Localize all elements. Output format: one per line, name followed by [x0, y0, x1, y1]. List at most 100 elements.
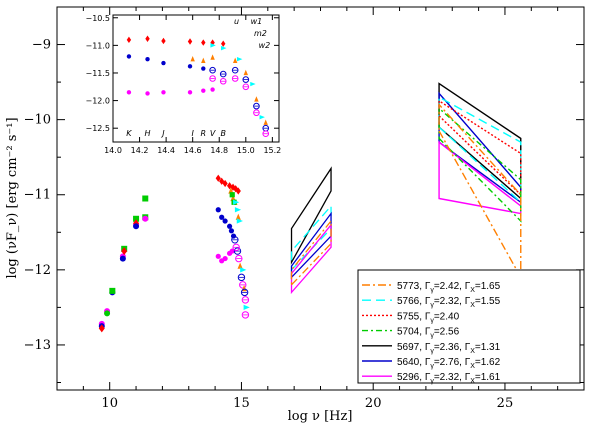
optical-point	[241, 311, 250, 319]
x-axis-title-main: log ν [Hz]	[288, 409, 353, 424]
inset-x-tick-label: 15.2	[263, 146, 281, 155]
legend-gamma-sub: γ	[430, 333, 434, 340]
legend-gamma-sub: γ	[430, 348, 434, 355]
optical-point	[240, 267, 247, 273]
inset-point	[145, 91, 150, 96]
radio-point	[142, 195, 149, 202]
legend-label: 5296, Γγ=2.32, ΓX=1.61	[397, 372, 501, 385]
open-circle	[235, 254, 243, 263]
inset-point	[209, 75, 216, 82]
xray-bowtie	[290, 211, 332, 279]
inset-band-label: H	[145, 129, 151, 138]
inset-plot-area	[126, 35, 270, 138]
open-circle	[209, 75, 216, 82]
gamma-bowtie	[438, 91, 522, 204]
gamma-bowtie	[438, 102, 522, 281]
legend-xray-value: =1.61	[475, 372, 501, 383]
optical-point	[228, 187, 234, 194]
optical-point	[222, 179, 228, 188]
legend-gamma-value: =2.32,	[434, 372, 465, 383]
legend-label: 5640, Γγ=2.76, ΓX=1.62	[397, 357, 501, 370]
open-circle	[219, 77, 227, 85]
x-tick-label: 15	[233, 396, 250, 411]
inset-point	[187, 90, 193, 95]
legend-xray-sub: X	[470, 363, 475, 370]
inset-band-label-top: w2	[259, 41, 271, 50]
open-circle	[231, 66, 239, 74]
open-circle	[231, 236, 239, 244]
optical-point	[240, 288, 249, 297]
radio-point	[133, 223, 140, 230]
inset-point	[221, 45, 227, 51]
inset-point	[242, 83, 250, 91]
radio-point	[133, 215, 140, 222]
inset-point	[126, 36, 132, 44]
inset-x-tick-label: 14.2	[131, 146, 149, 155]
inset-point	[190, 55, 195, 62]
y-axis-title: log (νF_ν) [erg cm⁻² s⁻¹]	[5, 117, 20, 278]
inset-point	[232, 57, 238, 64]
inset-point	[250, 81, 256, 87]
inset-x-tick-label: 14.4	[157, 146, 175, 155]
open-circle	[209, 66, 216, 74]
optical-point	[222, 218, 228, 224]
legend-gamma: Γ	[425, 311, 431, 322]
inset-point	[253, 102, 260, 110]
inset-point	[253, 109, 260, 117]
inset-band-label-top: u	[234, 17, 239, 26]
open-circle	[241, 296, 250, 304]
optical-point	[230, 194, 236, 202]
inset-x-tick-label: 14.8	[210, 146, 228, 155]
y-tick-label: −13	[24, 338, 51, 353]
inset-point	[210, 43, 216, 48]
legend-label: 5766, Γγ=2.32, ΓX=1.55	[397, 296, 501, 309]
inset-y-tick-label: −12.0	[85, 97, 110, 106]
main-axis-ticks: 10 15 20 25 −13 −12 −11 −10 −9	[24, 7, 584, 411]
inset-band-label: I	[192, 129, 195, 138]
open-circle	[241, 311, 250, 319]
optical-point	[243, 304, 250, 310]
x-axis-title: log ν [Hz]	[288, 409, 353, 424]
legend-gamma: Γ	[425, 342, 431, 353]
legend-xray: Γ	[465, 296, 471, 307]
legend-epoch: 5704,	[397, 327, 425, 338]
legend-xray: Γ	[465, 357, 471, 368]
inset-point	[161, 60, 166, 66]
inset-x-tick-label: 15.0	[237, 146, 255, 155]
open-circle	[240, 288, 249, 297]
inset-band-label-top: w1	[251, 17, 263, 26]
legend-xray: Γ	[465, 342, 471, 353]
inset-frame	[112, 14, 280, 143]
legend-xray-sub: X	[470, 348, 475, 355]
legend-gamma: Γ	[425, 281, 431, 292]
legend-label: 5704, Γγ=2.56	[397, 327, 460, 340]
legend-label: 5697, Γγ=2.36, ΓX=1.31	[397, 342, 501, 355]
inset-point	[187, 64, 193, 69]
optical-point	[233, 199, 240, 205]
legend-xray: Γ	[465, 281, 471, 292]
inset-point	[201, 57, 206, 64]
inset-point	[161, 37, 166, 45]
legend-gamma: Γ	[425, 327, 431, 338]
y-tick-label: −9	[32, 38, 51, 53]
optical-point	[222, 255, 228, 262]
legend-gamma-value: =2.56	[434, 327, 460, 338]
y-tick-label: −12	[24, 263, 51, 278]
open-circle	[233, 247, 242, 255]
open-circle	[232, 243, 240, 252]
inset-point	[242, 76, 250, 83]
legend-epoch: 5766,	[397, 296, 425, 307]
legend-gamma: Γ	[425, 372, 431, 383]
inset-point	[210, 54, 215, 60]
open-circle	[242, 83, 250, 91]
inset-axis-ticks: 14.0 14.2 14.4 14.6 14.8 15.0 15.2 −10.5 −11.0 −1…	[85, 14, 281, 155]
inset-y-tick-label: −11.5	[85, 69, 110, 78]
legend-label: 5773, Γγ=2.42, ΓX=1.65	[397, 281, 501, 294]
xray-bowtie	[290, 204, 332, 272]
legend-gamma-sub: γ	[430, 302, 434, 309]
inset-point	[262, 130, 270, 138]
radio-point	[119, 255, 126, 262]
x-tick-label: 20	[365, 396, 382, 411]
radio-point	[98, 324, 105, 333]
